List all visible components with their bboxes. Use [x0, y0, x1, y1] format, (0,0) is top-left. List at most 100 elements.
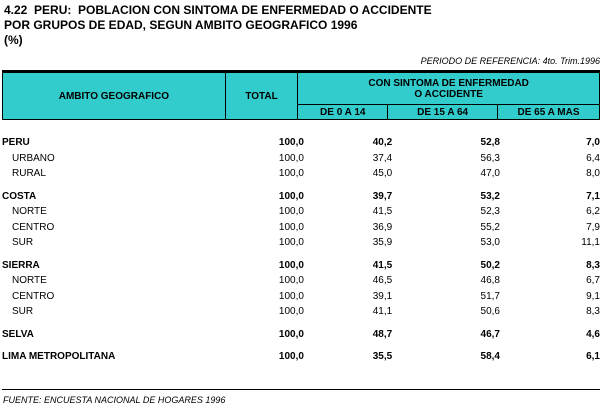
- row-spacer: [2, 342, 600, 349]
- row-total: 100,0: [278, 237, 304, 248]
- row-total: 100,0: [278, 275, 304, 286]
- table-row: LIMA METROPOLITANA 100,0 35,5 58,4 6,1: [2, 349, 600, 365]
- row-0-14: 41,5: [372, 259, 393, 271]
- table-row: COSTA 100,0 39,7 53,2 7,1: [2, 189, 600, 205]
- source-note: FUENTE: ENCUESTA NACIONAL DE HOGARES 199…: [3, 395, 226, 405]
- header-group-line-2: O ACCIDENTE: [414, 88, 483, 100]
- row-label: PERU: [2, 137, 30, 148]
- row-total: 100,0: [278, 190, 304, 202]
- table-row: RURAL 100,0 45,0 47,0 8,0: [2, 166, 600, 182]
- table-row: SUR 100,0 41,1 50,6 8,3: [2, 304, 600, 320]
- table-row: PERU 100,0 40,2 52,8 7,0: [2, 135, 600, 151]
- row-label: COSTA: [2, 190, 37, 202]
- row-15-64: 53,0: [480, 237, 500, 248]
- table-title: 4.22 PERU: POBLACION CON SINTOMA DE ENFE…: [4, 3, 432, 48]
- row-65-mas: 11,1: [581, 237, 600, 248]
- row-65-mas: 6,1: [586, 351, 600, 362]
- row-total: 100,0: [278, 306, 304, 317]
- row-0-14: 45,0: [372, 168, 393, 179]
- header-group: CON SINTOMA DE ENFERMEDAD O ACCIDENTE: [297, 72, 600, 105]
- row-15-64: 47,0: [480, 168, 500, 179]
- row-65-mas: 6,7: [586, 275, 600, 286]
- row-spacer: [2, 251, 600, 258]
- table-row: URBANO 100,0 37,4 56,3 6,4: [2, 151, 600, 167]
- row-15-64: 52,3: [480, 206, 500, 217]
- row-total: 100,0: [278, 221, 304, 233]
- row-0-14: 40,2: [372, 137, 393, 148]
- row-15-64: 56,3: [480, 152, 500, 164]
- table-row: CENTRO 100,0 39,1 51,7 9,1: [2, 289, 600, 305]
- row-15-64: 50,6: [480, 306, 500, 317]
- header-ambito: AMBITO GEOGRAFICO: [2, 72, 226, 120]
- row-label: RURAL: [12, 168, 46, 179]
- row-total: 100,0: [278, 328, 304, 340]
- table-row: SELVA 100,0 48,7 46,7 4,6: [2, 327, 600, 343]
- row-65-mas: 7,1: [586, 190, 600, 202]
- row-65-mas: 7,9: [586, 221, 600, 233]
- row-0-14: 37,4: [372, 152, 393, 164]
- row-15-64: 50,2: [480, 259, 500, 271]
- table-row: SIERRA 100,0 41,5 50,2 8,3: [2, 258, 600, 274]
- table-row: CENTRO 100,0 36,9 55,2 7,9: [2, 220, 600, 236]
- table-row: NORTE 100,0 41,5 52,3 6,2: [2, 204, 600, 220]
- bottom-rule: [2, 389, 600, 390]
- title-line-1: 4.22 PERU: POBLACION CON SINTOMA DE ENFE…: [4, 3, 432, 17]
- row-0-14: 48,7: [372, 328, 393, 340]
- row-spacer: [2, 320, 600, 327]
- header-group-line-1: CON SINTOMA DE ENFERMEDAD: [368, 77, 529, 89]
- row-0-14: 35,5: [372, 351, 393, 362]
- row-total: 100,0: [278, 206, 304, 217]
- row-label: SUR: [12, 237, 34, 248]
- row-label: CENTRO: [12, 221, 55, 233]
- row-total: 100,0: [278, 259, 304, 271]
- header-total: TOTAL: [224, 72, 299, 120]
- row-65-mas: 7,0: [586, 137, 600, 148]
- row-total: 100,0: [278, 290, 304, 302]
- row-0-14: 39,7: [372, 190, 393, 202]
- reference-period: PERIODO DE REFERENCIA: 4to. Trim.1996: [420, 56, 600, 66]
- row-65-mas: 4,6: [586, 328, 600, 340]
- row-65-mas: 8,3: [586, 306, 600, 317]
- row-15-64: 53,2: [480, 190, 500, 202]
- row-label: SIERRA: [2, 259, 40, 271]
- title-line-2: POR GRUPOS DE EDAD, SEGUN AMBITO GEOGRAF…: [4, 18, 358, 32]
- row-65-mas: 8,0: [586, 168, 600, 179]
- row-0-14: 46,5: [372, 275, 393, 286]
- row-label: URBANO: [12, 152, 55, 164]
- row-15-64: 46,7: [480, 328, 500, 340]
- title-line-3: (%): [4, 33, 23, 47]
- row-total: 100,0: [278, 168, 304, 179]
- row-label: SUR: [12, 306, 34, 317]
- row-label: NORTE: [12, 275, 47, 286]
- header-col-15-64: DE 15 A 64: [387, 104, 498, 120]
- row-0-14: 41,5: [372, 206, 393, 217]
- row-total: 100,0: [278, 137, 304, 148]
- table-row: NORTE 100,0 46,5 46,8 6,7: [2, 273, 600, 289]
- row-65-mas: 6,2: [586, 206, 600, 217]
- top-rule: [2, 70, 600, 72]
- row-15-64: 55,2: [480, 221, 500, 233]
- row-15-64: 58,4: [480, 351, 500, 362]
- row-label: CENTRO: [12, 290, 55, 302]
- row-65-mas: 9,1: [586, 290, 600, 302]
- row-spacer: [2, 182, 600, 189]
- row-0-14: 41,1: [372, 306, 393, 317]
- row-total: 100,0: [278, 351, 304, 362]
- table-row: SUR 100,0 35,9 53,0 11,1: [2, 235, 600, 251]
- row-15-64: 52,8: [480, 137, 500, 148]
- header-col-0-14: DE 0 A 14: [297, 104, 389, 120]
- row-0-14: 36,9: [372, 221, 393, 233]
- table-header: AMBITO GEOGRAFICO TOTAL CON SINTOMA DE E…: [2, 72, 600, 120]
- header-col-65-mas: DE 65 A MAS: [497, 104, 600, 120]
- row-total: 100,0: [278, 152, 304, 164]
- row-15-64: 51,7: [480, 290, 500, 302]
- row-15-64: 46,8: [480, 275, 500, 286]
- table-body: PERU 100,0 40,2 52,8 7,0 URBANO 100,0 37…: [2, 135, 600, 365]
- row-0-14: 35,9: [372, 237, 393, 248]
- row-65-mas: 6,4: [586, 152, 600, 164]
- row-label: LIMA METROPOLITANA: [2, 351, 116, 362]
- row-65-mas: 8,3: [586, 259, 600, 271]
- row-0-14: 39,1: [372, 290, 393, 302]
- row-label: SELVA: [2, 328, 34, 340]
- row-label: NORTE: [12, 206, 47, 217]
